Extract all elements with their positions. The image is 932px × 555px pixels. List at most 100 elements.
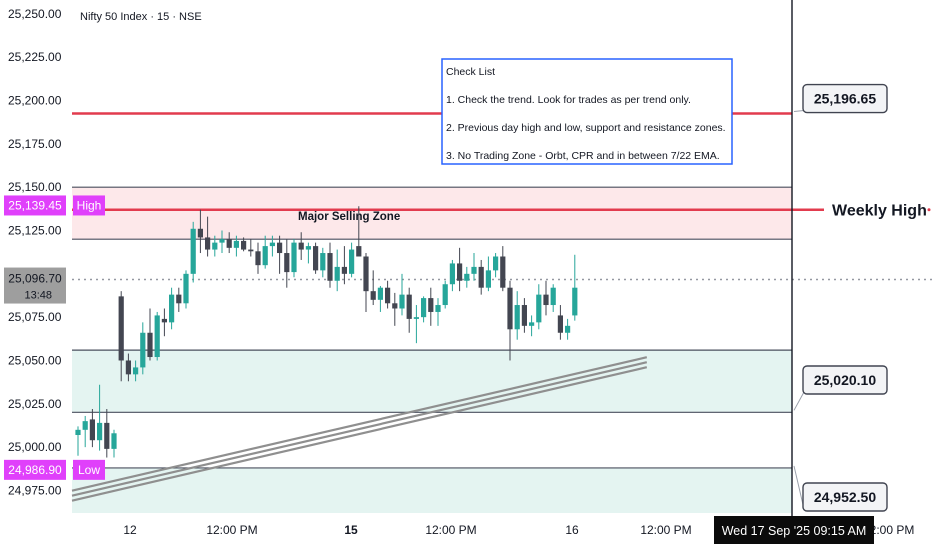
candle xyxy=(104,409,110,458)
x-axis: 12 12:00 PM 15 12:00 PM 16 12:00 PM 2:00 PM xyxy=(123,523,914,537)
candle-body xyxy=(392,303,398,309)
y-axis: 25,250.00 25,225.00 25,200.00 25,175.00 25,1… xyxy=(8,7,62,498)
candle-body xyxy=(550,287,556,306)
y-tick-label: 25,250.00 xyxy=(8,7,62,21)
marker-price-bg xyxy=(4,195,66,216)
candle xyxy=(413,305,419,344)
candle-body xyxy=(413,317,419,319)
marker-tag-bg xyxy=(73,459,105,480)
candle-body xyxy=(255,251,261,266)
candle-body xyxy=(125,360,131,375)
candle xyxy=(457,247,463,292)
candle-body xyxy=(269,242,275,247)
candle-body xyxy=(557,315,563,333)
candle-body xyxy=(89,419,95,441)
chart-title: Nifty 50 Index · 15 · NSE xyxy=(80,11,202,23)
candle xyxy=(385,280,391,309)
candle xyxy=(471,253,477,281)
candle xyxy=(161,308,167,337)
candle-body xyxy=(241,240,247,250)
candle xyxy=(205,216,211,257)
candle xyxy=(529,315,535,337)
candle-body xyxy=(507,287,513,330)
candle-body xyxy=(133,367,139,375)
checklist-note[interactable]: Check List 1. Check the trend. Look for t… xyxy=(441,58,733,165)
candle xyxy=(313,242,319,274)
candle-body xyxy=(449,263,455,285)
candle xyxy=(111,429,117,458)
candle-body xyxy=(572,287,578,316)
candle-body xyxy=(442,284,448,306)
candle xyxy=(305,242,311,264)
candle xyxy=(392,292,398,326)
candle-body xyxy=(536,294,542,323)
marker-tag-text: Low xyxy=(78,463,100,477)
candle-body xyxy=(478,266,484,288)
candle xyxy=(550,284,556,312)
candle xyxy=(320,247,326,278)
candle-body xyxy=(521,305,527,326)
price-callout: 24,952.50 xyxy=(793,465,888,512)
zone-0 xyxy=(72,187,792,240)
candle-body xyxy=(565,325,571,333)
candle xyxy=(349,242,355,278)
current-price-tag: 25,096.70 13:48 xyxy=(4,267,66,304)
y-tick-label: 25,200.00 xyxy=(8,94,62,108)
candle xyxy=(147,308,153,361)
candle xyxy=(442,280,448,309)
candle-body xyxy=(262,246,268,266)
trendline-layer xyxy=(71,356,648,502)
candle-body xyxy=(248,249,254,252)
trendline-1 xyxy=(71,361,648,497)
candle xyxy=(89,409,95,448)
candle-body xyxy=(320,253,326,271)
crosshair-time-text: Wed 17 Sep '25 09:15 AM xyxy=(722,524,867,538)
candle-body xyxy=(435,305,441,312)
candle xyxy=(521,298,527,333)
candle xyxy=(284,239,290,288)
note-title: Check List xyxy=(446,66,495,78)
x-tick-label: 12:00 PM xyxy=(425,523,476,537)
candle xyxy=(262,235,268,269)
candle xyxy=(406,287,412,333)
zone-1 xyxy=(72,350,792,413)
candle xyxy=(277,235,283,274)
x-tick-label: 12 xyxy=(123,523,137,537)
callout-leader xyxy=(793,391,805,411)
marker-high: 25,139.45 High xyxy=(4,195,105,216)
candle xyxy=(226,232,232,254)
marker-price-bg xyxy=(4,459,66,480)
y-tick-label: 25,050.00 xyxy=(8,353,62,367)
candle xyxy=(449,259,455,292)
current-price-value: 25,096.70 xyxy=(8,272,62,286)
callout-text: 24,952.50 xyxy=(814,489,876,505)
candle xyxy=(169,287,175,330)
x-tick-label: 16 xyxy=(565,523,579,537)
candle xyxy=(478,259,484,295)
y-tick-label: 25,150.00 xyxy=(8,180,62,194)
callout-text: 25,020.10 xyxy=(814,372,876,388)
candle xyxy=(125,353,131,382)
candle-body xyxy=(334,266,340,281)
x-tick-label: 12:00 PM xyxy=(640,523,691,537)
countdown-timer: 13:48 xyxy=(24,290,52,302)
y-tick-label: 25,025.00 xyxy=(8,397,62,411)
candle xyxy=(75,426,81,456)
note-line: 2. Previous day high and low, support an… xyxy=(446,122,726,134)
candle xyxy=(140,322,146,375)
zones-layer: Major Selling Zone xyxy=(72,187,792,513)
overlay-layer: 25,250.00 25,225.00 25,200.00 25,175.00 25,1… xyxy=(4,0,914,544)
callout-box xyxy=(802,83,888,114)
candle-body xyxy=(457,263,463,281)
crosshair-time-bg xyxy=(714,516,874,544)
zone-2 xyxy=(72,467,792,513)
current-price-bg xyxy=(4,267,66,304)
note-line: 3. No Trading Zone - Orbt, CPR and in be… xyxy=(446,150,720,162)
candle xyxy=(399,273,405,316)
price-callout: 25,196.65 xyxy=(793,83,888,114)
candle-body xyxy=(212,242,218,250)
candle xyxy=(298,232,304,260)
y-tick-label: 25,125.00 xyxy=(8,224,62,238)
